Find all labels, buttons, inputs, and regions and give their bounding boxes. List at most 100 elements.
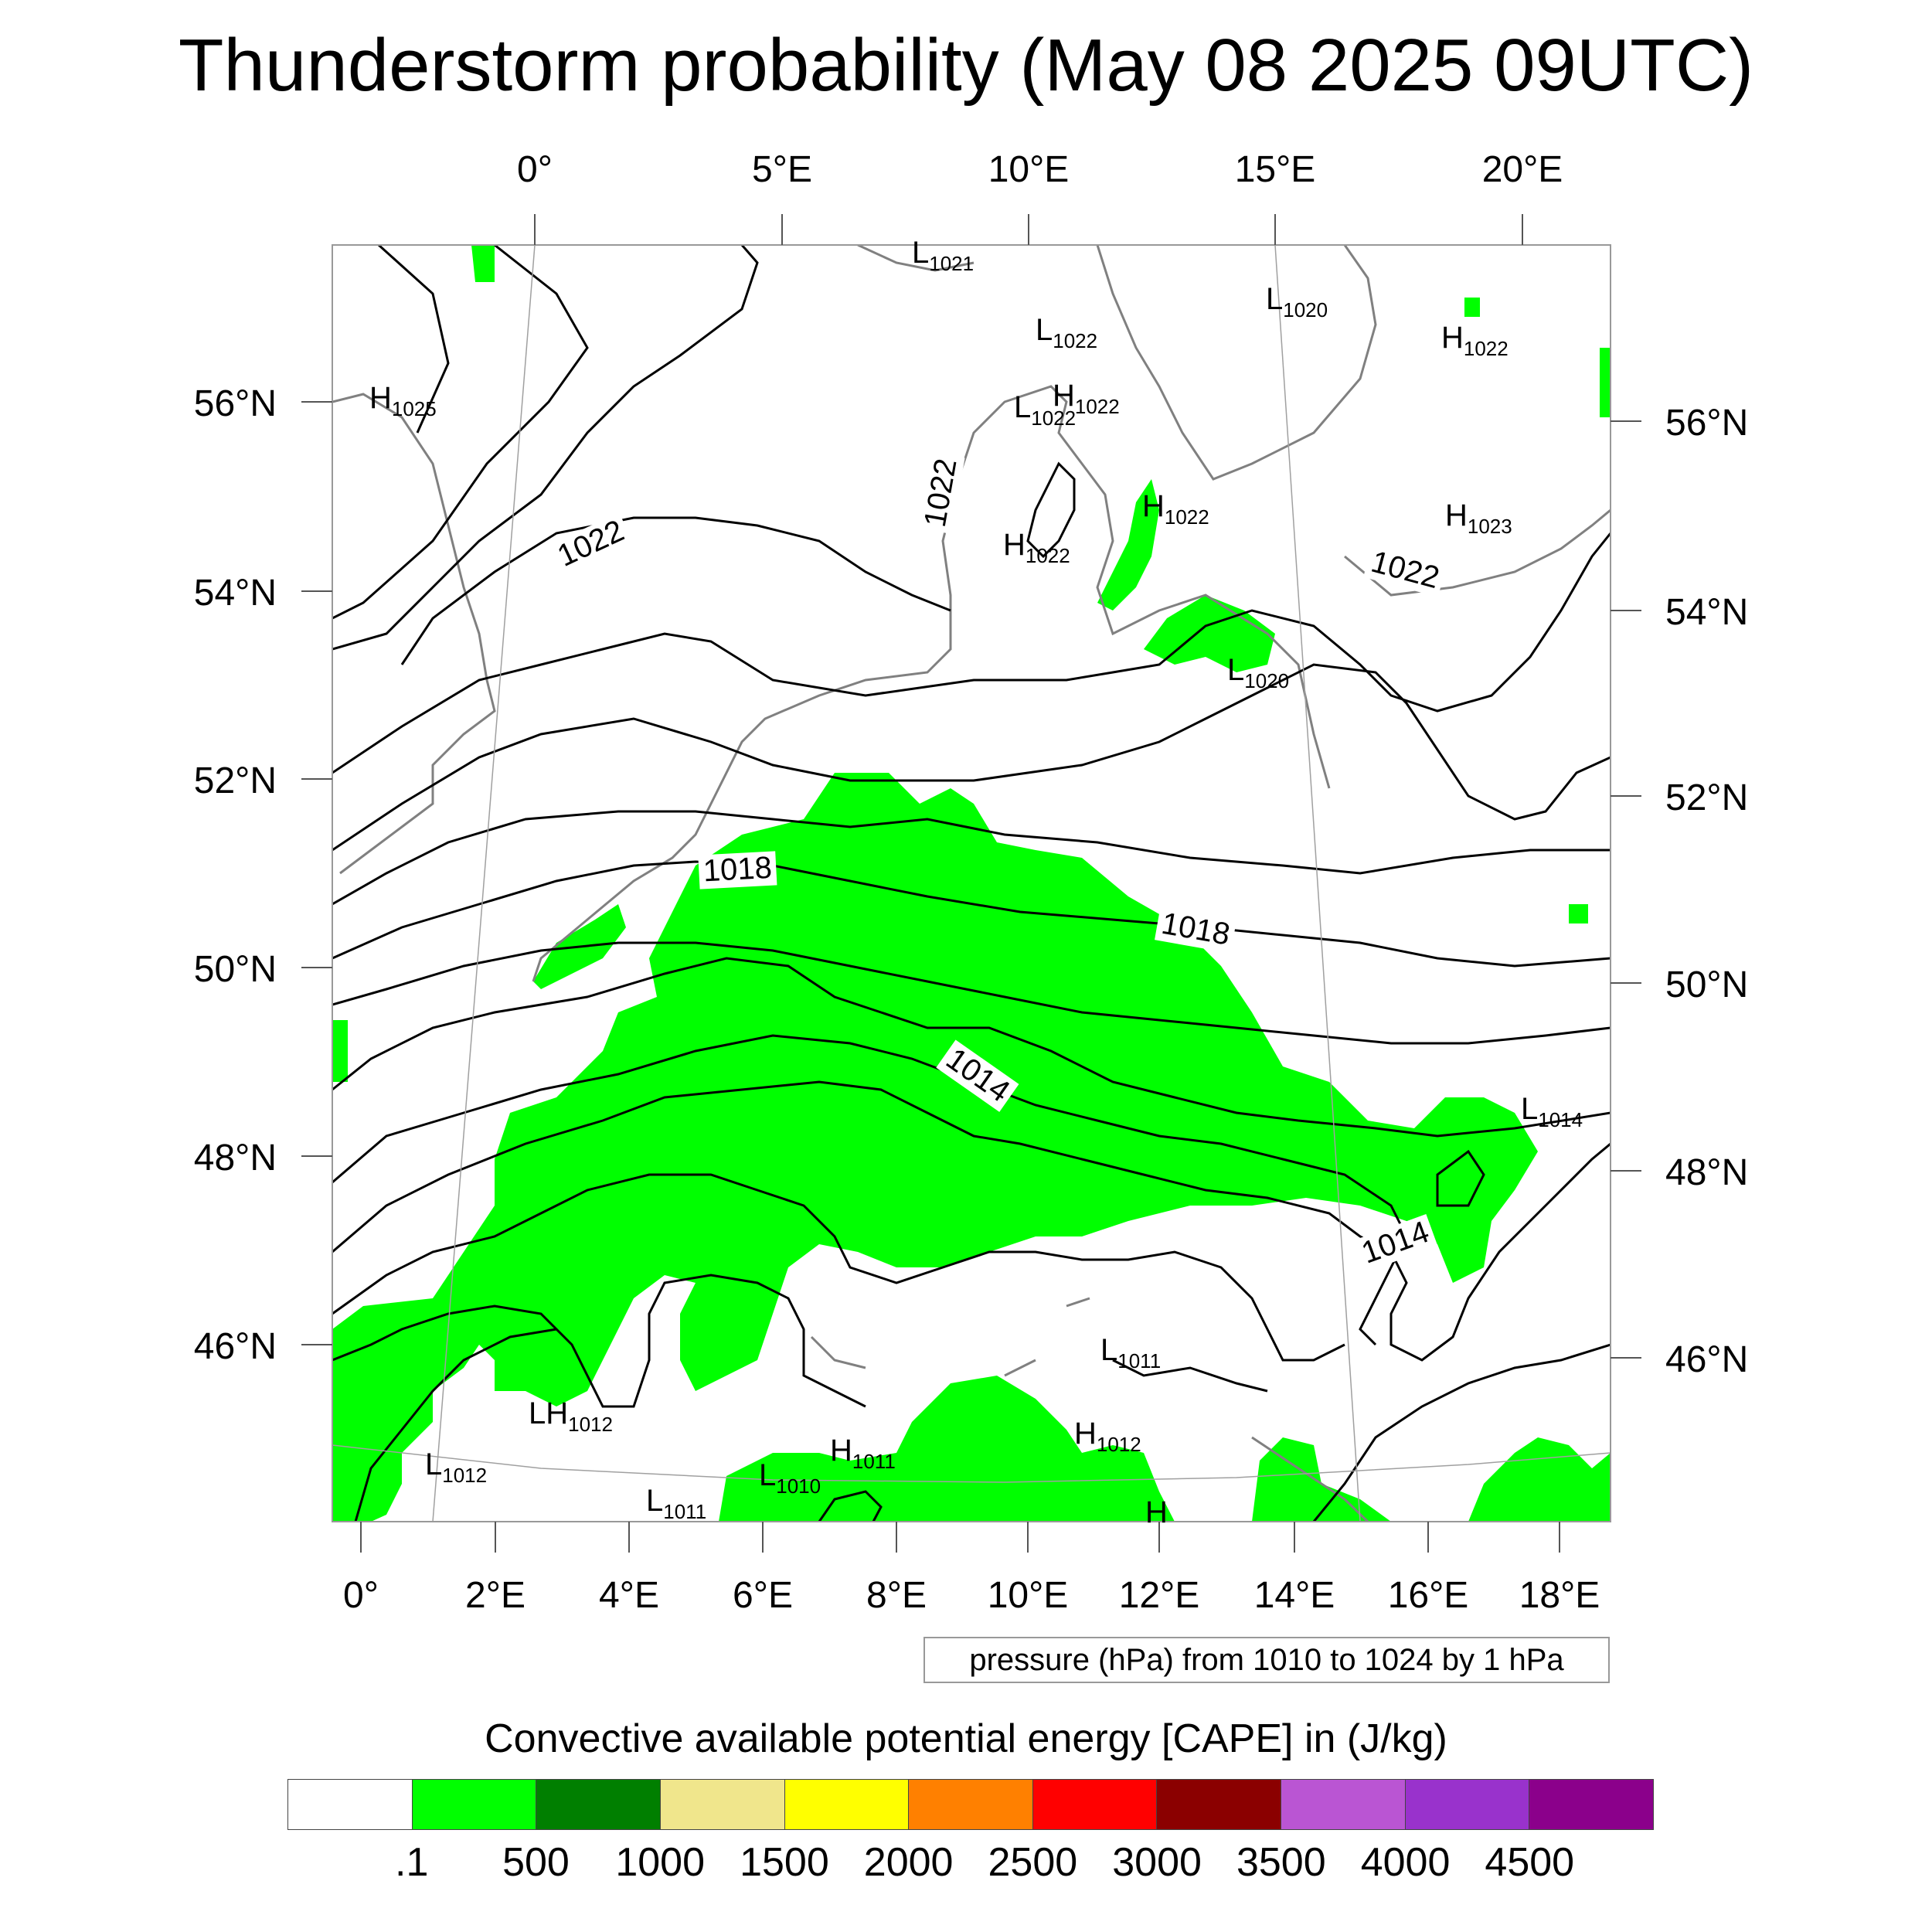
colorbar-swatch [1281,1780,1406,1829]
isobar-south-east [1312,1343,1611,1522]
cape-area-southeast-2 [1468,1437,1611,1522]
bottom-lon-label: 2°E [465,1575,526,1616]
right-lat-label: 46°N [1665,1339,1748,1380]
left-lat-label: 48°N [194,1138,277,1179]
colorbar-label: 3500 [1236,1840,1326,1885]
colorbar-swatch [1032,1780,1158,1829]
isobar-1012 [332,1274,866,1408]
left-lat-label: 54°N [194,573,277,614]
isobar-east-loop [1436,1149,1485,1207]
coastline-sweden [1096,245,1377,481]
bottom-lon-label: 14°E [1254,1575,1335,1616]
colorbar-swatch [784,1780,910,1829]
plot-frame [332,244,1611,1522]
cape-area-north-2 [1464,298,1480,317]
meridian-0 [432,245,536,1522]
right-lat-label: 54°N [1665,592,1748,633]
contour-label: 1022 [918,456,964,529]
pressure-center-marker: H1025 [369,381,437,420]
colorbar-label: 1500 [740,1840,829,1885]
top-lon-label: 10°E [988,149,1070,190]
coastline-adriatic [1251,1436,1369,1522]
chart-title: Thunderstorm probability (May 08 2025 09… [178,24,1754,107]
coastline-norway [857,245,975,272]
colorbar-label: 3000 [1112,1840,1202,1885]
isobar-1020 [332,663,1611,852]
pressure-center-marker: H1023 [1445,498,1512,538]
isobar-1018 [332,860,1611,968]
isobar-1023 [332,245,589,620]
pressure-center-marker: LH1012 [529,1396,613,1436]
bottom-lon-label: 10°E [988,1575,1069,1616]
pressure-center-marker: L1021 [912,236,974,275]
cape-area-main [332,773,1538,1522]
pressure-center-marker: L1010 [759,1458,821,1498]
bottom-lon-label: 8°E [866,1575,927,1616]
pressure-center-marker: L1011 [1100,1333,1161,1372]
colorbar-labels: .1 500 1000 1500 2000 2500 3000 3500 4000 4500 [287,1838,1654,1892]
bottom-lon-label: 4°E [599,1575,659,1616]
colorbar-swatch [909,1780,1033,1829]
pressure-center-marker: L1011 [646,1484,706,1523]
top-lon-label: 0° [517,149,553,190]
colorbar-swatch [1529,1780,1654,1829]
cape-area-edge [332,1020,348,1082]
isobar-1014 [332,1080,1611,1362]
bottom-lon-label: 12°E [1119,1575,1200,1616]
pressure-center-marker: H1022 [1003,528,1070,567]
pressure-centers: L1021 L1022 L1020 H1022 H1025 L1022 H102… [369,236,1583,1529]
cape-area-north-1 [471,245,495,282]
isobar-1016 [332,957,1611,1138]
cape-area-southeast [1252,1437,1391,1522]
pressure-center-marker: L1020 [1266,282,1328,321]
pressure-center-marker: H1022 [1142,489,1209,529]
isobar-1022-north [400,516,951,665]
colorbar-swatch [1405,1780,1530,1829]
coastline-baltic [1344,509,1611,597]
left-lat-label: 46°N [194,1326,277,1367]
isobar-1021 [332,532,1611,774]
colorbar-swatch [288,1780,413,1829]
pressure-center-marker: L1014 [1521,1092,1583,1131]
cape-area-denmark [1097,479,1159,611]
bottom-lon-label: 6°E [733,1575,793,1616]
colorbar-label: 2500 [988,1840,1078,1885]
colorbar-swatch [412,1780,537,1829]
pressure-center-marker: H1022 [1441,321,1509,360]
meridian-15 [1274,245,1361,1522]
right-lat-label: 56°N [1665,403,1748,444]
pressure-center-marker: L1012 [425,1447,487,1487]
colorbar-swatch [1157,1780,1282,1829]
bottom-lon-label: 0° [343,1575,379,1616]
colorbar-label: 2000 [863,1840,954,1885]
isobar-1011 [354,1328,1268,1522]
left-latitude-labels: 56°N 54°N 52°N 50°N 48°N 46°N [194,383,277,1367]
contour-label: 1022 [553,513,629,573]
contour-info-box: pressure (hPa) from 1010 to 1024 by 1 hP… [923,1637,1610,1683]
contour-label: 1018 [702,851,773,889]
bottom-lon-label: 16°E [1388,1575,1469,1616]
cape-area-south [719,1376,1175,1522]
cape-fill-layer [332,245,1611,1522]
isobar-1017 [332,941,1611,1045]
colorbar-label: 1000 [615,1840,706,1885]
top-lon-label: 5°E [752,149,812,190]
top-lon-label: 15°E [1235,149,1316,190]
coastline-uk [332,393,496,875]
left-lat-label: 50°N [194,949,277,990]
pressure-center-marker: H [1145,1495,1168,1529]
left-lat-label: 52°N [194,760,277,801]
right-lat-label: 48°N [1665,1152,1748,1193]
pressure-center-marker: H1022 [1053,379,1120,418]
pressure-center-marker: L1022 [1036,313,1097,352]
coastline-alps-lakes [810,1297,1090,1377]
pressure-center-marker: H1012 [1074,1417,1141,1456]
coastline-layer [332,245,1611,1522]
isobar-layer [332,245,1611,1522]
pressure-center-marker: L1020 [1227,653,1289,692]
parallel-45 [332,1444,1611,1483]
colorbar-title: Convective available potential energy [C… [485,1716,1447,1761]
isobar-denmark-loop [1026,461,1076,559]
cape-area-far-east [1569,904,1588,923]
